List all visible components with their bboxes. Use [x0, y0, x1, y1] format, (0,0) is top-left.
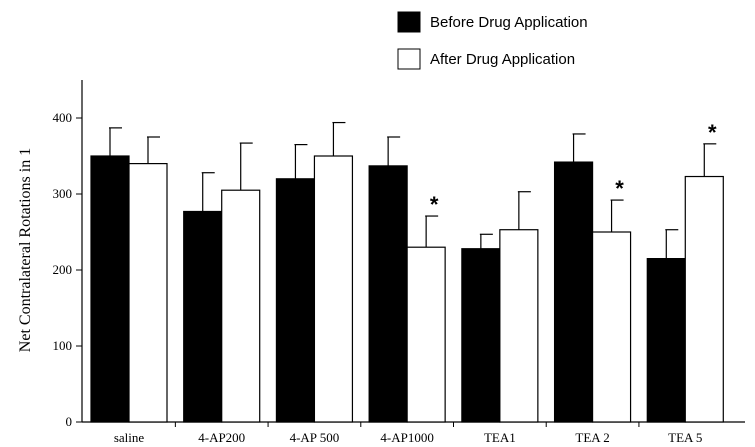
bar-after	[407, 247, 445, 422]
x-tick-label: TEA1	[484, 430, 516, 445]
bar-group: *	[369, 137, 445, 422]
x-tick-label: TEA 2	[575, 430, 609, 445]
significance-marker: *	[615, 176, 624, 201]
x-tick-label: 4-AP 500	[290, 430, 340, 445]
y-tick-label: 300	[53, 186, 73, 201]
legend-swatch	[398, 49, 420, 69]
bar-after	[222, 190, 260, 422]
y-tick-label: 400	[53, 110, 73, 125]
y-tick-label: 100	[53, 338, 73, 353]
x-tick-label: 4-AP1000	[380, 430, 433, 445]
x-tick-label: 4-AP200	[198, 430, 245, 445]
bars: * * *	[91, 120, 723, 422]
bar-before	[369, 166, 407, 422]
bar-group: *	[647, 120, 723, 422]
bar-before	[555, 162, 593, 422]
bar-group	[462, 192, 538, 422]
bar-after	[314, 156, 352, 422]
y-tick-label: 200	[53, 262, 73, 277]
bar-after	[500, 230, 538, 422]
y-tick-label: 0	[66, 414, 73, 429]
bar-before	[647, 259, 685, 422]
y-axis-label: Net Contralateral Rotations in 1	[17, 148, 34, 352]
legend-label: After Drug Application	[430, 51, 575, 68]
bar-after	[593, 232, 631, 422]
bar-group	[276, 123, 352, 422]
bar-after	[685, 177, 723, 422]
bar-group	[184, 143, 260, 422]
x-tick-label: TEA 5	[668, 430, 702, 445]
bar-before	[462, 249, 500, 422]
legend: Before Drug Application After Drug Applic…	[398, 12, 588, 69]
bar-before	[91, 156, 129, 422]
significance-marker: *	[708, 120, 717, 145]
significance-marker: *	[430, 192, 439, 217]
bar-after	[129, 164, 167, 422]
legend-label: Before Drug Application	[430, 14, 588, 31]
bar-group	[91, 128, 167, 422]
bar-group: *	[555, 134, 631, 422]
y-axis: 0 100 200 300 400	[53, 80, 83, 429]
x-axis: saline 4-AP200 4-AP 500 4-AP1000 TEA1 TEA 2 TE…	[82, 422, 745, 445]
x-tick-label: saline	[114, 430, 145, 445]
bar-before	[184, 211, 222, 422]
legend-swatch	[398, 12, 420, 32]
bar-before	[276, 179, 314, 422]
